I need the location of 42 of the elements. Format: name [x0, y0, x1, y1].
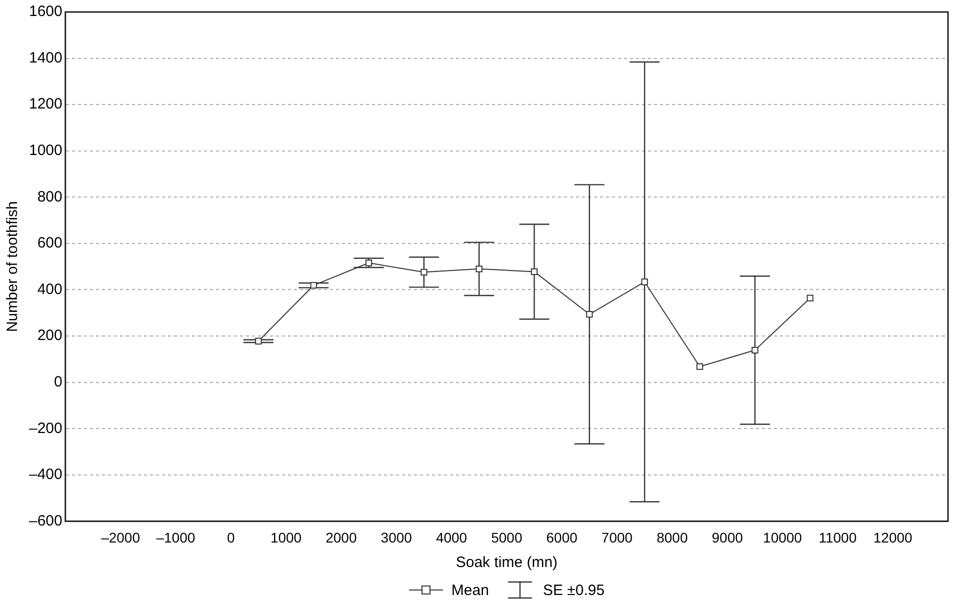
- x-tick-label: –2000: [101, 529, 140, 546]
- point: [310, 282, 317, 289]
- point: [476, 266, 482, 272]
- y-tick-label: 1000: [28, 142, 62, 160]
- y-tick-label: 1600: [28, 3, 62, 20]
- y-tick-label: 200: [37, 327, 62, 344]
- y-tick-label: 1200: [28, 96, 62, 113]
- point: [365, 260, 372, 266]
- x-tick-label: –1000: [156, 529, 196, 546]
- y-tick-label: –200: [28, 420, 62, 437]
- point: [696, 363, 704, 370]
- y-tick-label: 1400: [28, 49, 62, 66]
- x-tick-label: 0: [226, 529, 235, 546]
- x-tick-label: 1000: [270, 529, 302, 546]
- y-tick-label: 600: [37, 234, 62, 252]
- x-tick-label: 10000: [763, 529, 802, 546]
- point: [586, 310, 593, 318]
- x-axis-title: Soak time (mn): [456, 554, 558, 572]
- x-tick-label: 4000: [436, 529, 468, 546]
- x-tick-label: 2000: [326, 529, 357, 546]
- point: [255, 338, 262, 344]
- text: SE ±0.95: [542, 582, 605, 598]
- point: [530, 268, 538, 276]
- x-tick-label: 8000: [656, 529, 688, 546]
- y-tick-label: 400: [37, 280, 62, 298]
- point: [752, 346, 758, 354]
- x-tick-label: 3000: [380, 529, 412, 546]
- legend-label: Mean: [451, 582, 489, 598]
- point: [420, 268, 428, 276]
- y-tick-label: 800: [37, 188, 62, 206]
- point: [641, 278, 648, 286]
- point: [806, 294, 814, 302]
- x-tick-label: 5000: [491, 529, 522, 546]
- x-tick-label: 12000: [873, 529, 913, 546]
- x-tick-label: 11000: [818, 529, 857, 546]
- x-tick-label: 9000: [712, 529, 744, 546]
- x-tick-label: 7000: [601, 529, 633, 546]
- x-tick-label: 6000: [546, 529, 578, 546]
- y-tick-label: –400: [28, 466, 62, 484]
- y-axis-title: Number of toothfish: [4, 201, 22, 332]
- y-tick-label: 0: [54, 373, 62, 390]
- y-tick-label: –600: [28, 512, 62, 530]
